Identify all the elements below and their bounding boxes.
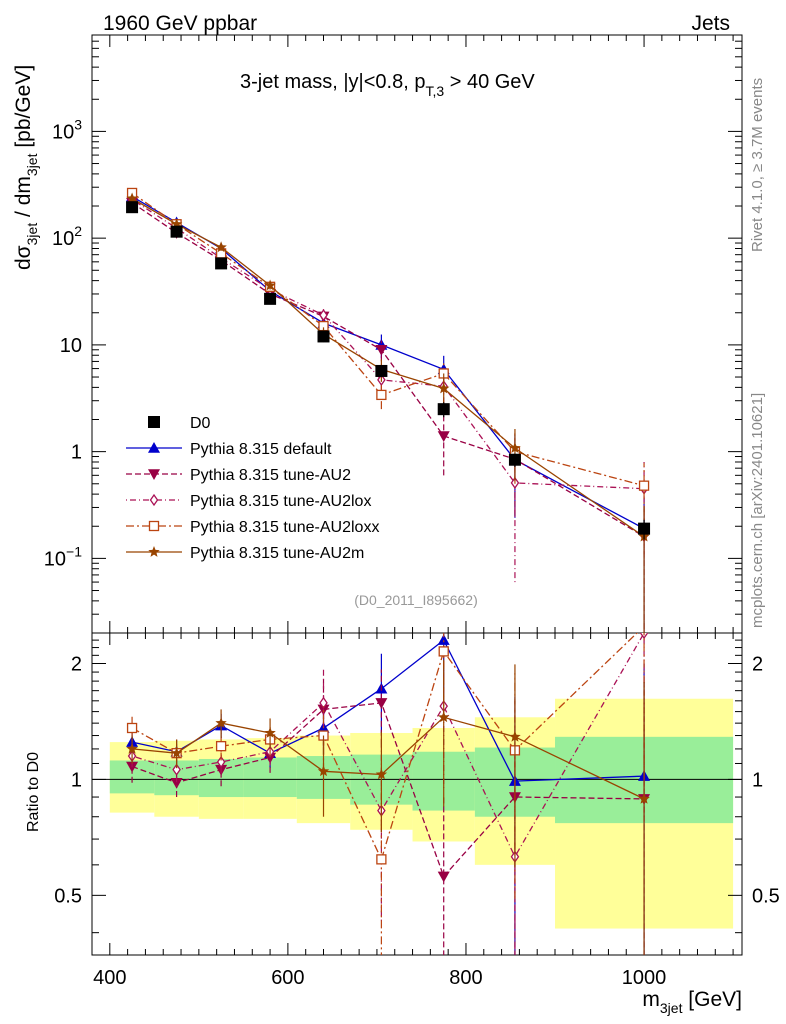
marker-diamond [216,755,226,769]
y-axis-label: dσ3jet / dm3jet [pb/GeV] [12,65,40,270]
marker-star [148,546,160,557]
marker-star [638,792,650,804]
legend-item: Pythia 8.315 tune-AU2 [126,467,351,484]
series-line [131,198,645,490]
marker-star [170,218,183,230]
marker-triangle-down [437,431,450,443]
marker-triangle-down [375,344,388,356]
side-label-rivet: Rivet 4.1.0, ≥ 3.7M events [749,78,766,252]
ratio-series-group [126,633,651,955]
marker-diamond [172,763,181,776]
marker-square-open [148,520,160,532]
legend-item: Pythia 8.315 default [126,441,332,458]
marker-square [437,403,450,416]
marker-star [170,747,183,758]
marker-triangle-down [170,777,183,789]
ratio-tick-label-right: 2 [752,653,763,675]
legend-label: Pythia 8.315 tune-AU2m [190,545,364,562]
marker-star [126,742,138,754]
legend-label: Pythia 8.315 tune-AU2loxx [190,519,379,536]
marker-square-open [376,854,387,865]
legend-label: D0 [190,415,211,432]
marker-triangle-down [264,752,277,764]
x-tick-label: 800 [449,967,482,989]
ratio-series-4 [126,659,650,955]
ratio-tick-label-left: 1 [71,769,82,791]
marker-star [509,442,521,453]
x-tick-label: 600 [271,967,304,989]
marker-triangle-down [437,871,450,883]
y-tick-label: 10 [60,335,82,357]
marker-star [317,765,330,777]
marker-star [509,730,521,742]
ratio-tick-label-left: 2 [71,653,82,675]
ratio-plot-frame [91,632,743,956]
y-tick-label: 10−1 [44,543,82,570]
marker-square [126,201,139,214]
marker-square-open [126,722,138,734]
ratio-tick-label-right: 1 [752,769,763,791]
marker-diamond [149,493,159,507]
legend-label: Pythia 8.315 default [190,441,332,458]
x-tick-label: 400 [93,967,126,989]
legend-item: Pythia 8.315 tune-AU2m [126,545,364,562]
marker-square [508,453,521,466]
marker-square [317,330,330,343]
marker-star [438,711,450,723]
marker-square [375,364,388,377]
marker-square-open [438,646,449,657]
marker-triangle-down [148,469,160,480]
marker-star [215,241,227,253]
header-left: 1960 GeV ppbar [103,12,257,35]
marker-square [148,416,160,428]
x-axis-label: m3jet [GeV] [642,988,742,1016]
marker-square-open [215,741,227,752]
y-tick-label: 1 [71,442,82,464]
marker-star [264,727,276,738]
y-tick-label: 103 [52,116,82,143]
marker-square-open [376,389,387,401]
marker-star [126,192,138,204]
marker-square [170,225,183,238]
ratio-tick-label-left: 0.5 [54,885,82,907]
legend-label: Pythia 8.315 tune-AU2 [190,467,351,484]
marker-triangle-down [375,698,388,709]
analysis-id: (D0_2011_I895662) [354,592,478,608]
marker-diamond [319,309,328,322]
marker-square [264,292,277,305]
marker-square [638,522,651,535]
data-series [126,201,651,540]
ratio-y-axis-label: Ratio to D0 [25,752,42,832]
header-right: Jets [691,12,730,35]
legend-item: Pythia 8.315 tune-AU2loxx [126,519,379,536]
marker-diamond [319,696,328,710]
marker-square-open [638,480,650,491]
legend-item: Pythia 8.315 tune-AU2lox [126,493,371,510]
y-tick-label: 102 [52,223,82,250]
marker-triangle-up [148,442,160,453]
marker-star [438,382,450,394]
main-series-group [126,187,651,633]
marker-star [375,768,388,780]
side-label-mcplots: mcplots.cern.ch [arXiv:2401.10621] [749,393,766,628]
legend-label: Pythia 8.315 tune-AU2lox [190,493,371,510]
marker-diamond [639,633,649,640]
legend-item: D0 [148,415,211,432]
chart-title: 3-jet mass, |y|<0.8, pT,3 > 40 GeV [240,71,535,99]
marker-triangle-up [437,634,450,645]
marker-star [264,279,276,291]
x-tick-label: 1000 [622,967,667,989]
ratio-tick-label-right: 0.5 [752,885,780,907]
series-line [131,202,645,538]
marker-square [215,257,228,270]
series-line [131,192,645,487]
marker-star [215,717,227,728]
